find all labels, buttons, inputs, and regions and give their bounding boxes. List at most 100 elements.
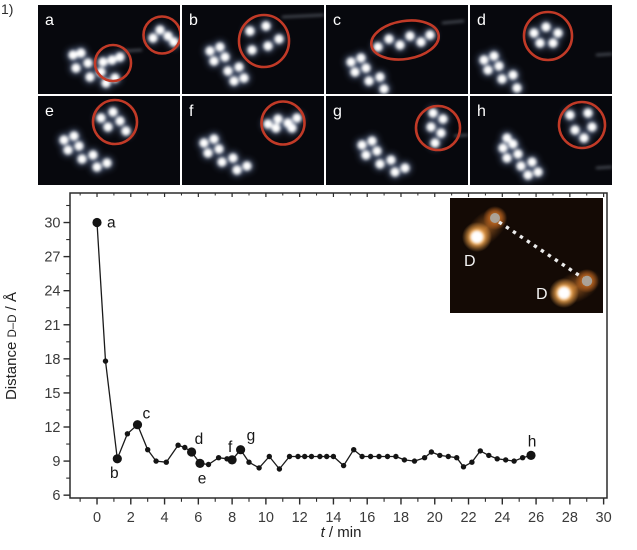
y-axis-label: Distance D–D / Å xyxy=(3,292,20,400)
data-point-c xyxy=(132,420,143,430)
point-label-f: f xyxy=(228,439,233,456)
x-tick-label: 2 xyxy=(127,510,135,526)
distance-chart: 0 2 4 6 8 10 12 14 16 18 20 22 24 26 28 306912151821242… xyxy=(3,192,612,541)
data-point xyxy=(359,453,365,460)
annotation-circle xyxy=(557,100,607,150)
point-label-a: a xyxy=(107,215,116,232)
stm-panel-e: e xyxy=(38,96,180,185)
data-point xyxy=(421,455,428,461)
x-tick-label: 4 xyxy=(161,510,169,526)
data-point xyxy=(205,461,212,468)
x-tick-label: 16 xyxy=(359,510,375,526)
x-tick-label: 18 xyxy=(393,510,409,526)
panel-letter-label: a xyxy=(45,12,54,29)
data-point xyxy=(295,453,301,460)
figure-label: 1) xyxy=(1,1,14,17)
panel-letter-label: b xyxy=(189,12,198,29)
distance-dotted-line xyxy=(498,220,584,280)
data-point xyxy=(486,452,492,459)
data-point xyxy=(302,453,308,460)
y-tick-label: 30 xyxy=(44,216,60,232)
data-point-h xyxy=(526,450,536,460)
data-point-f xyxy=(227,455,237,465)
annotation-circle xyxy=(93,43,133,83)
data-point xyxy=(153,458,159,464)
point-label-b: b xyxy=(110,465,119,482)
stm-panel-d: d xyxy=(470,5,612,94)
data-point xyxy=(308,453,315,460)
molecule-blob-left xyxy=(462,206,508,252)
annotation-circle xyxy=(522,10,574,62)
data-point xyxy=(330,453,337,460)
data-point xyxy=(340,462,347,469)
panel-letter-label: c xyxy=(333,12,341,29)
y-tick-label: 21 xyxy=(44,318,60,334)
inset-label-d-right: D xyxy=(536,286,548,303)
panel-letter-label: g xyxy=(333,103,342,120)
data-point xyxy=(494,456,500,462)
data-point xyxy=(437,452,443,459)
x-tick-label: 8 xyxy=(228,510,236,526)
stm-panel-c: c xyxy=(326,5,468,94)
stm-panel-f: f xyxy=(182,96,324,185)
data-point xyxy=(286,453,293,460)
data-point xyxy=(477,448,483,454)
panel-letter-label: h xyxy=(477,103,486,120)
annotation-circle xyxy=(142,15,180,55)
stm-inset: D D xyxy=(450,198,603,313)
annotation-circle xyxy=(369,19,441,61)
data-point xyxy=(124,431,131,437)
marker-dot-right xyxy=(581,275,593,287)
point-label-e: e xyxy=(198,470,207,487)
y-tick-label: 6 xyxy=(52,488,60,504)
data-point xyxy=(175,442,181,448)
data-point xyxy=(460,464,467,470)
x-tick-label: 6 xyxy=(194,510,202,526)
data-point xyxy=(266,453,272,460)
stm-panel-a: a xyxy=(38,5,180,94)
y-tick-label: 15 xyxy=(44,386,60,402)
data-point-g xyxy=(236,445,246,455)
point-label-c: c xyxy=(143,406,151,423)
annotation-circle xyxy=(237,13,291,69)
annotation-circle xyxy=(91,98,139,146)
data-point xyxy=(256,465,262,471)
data-point xyxy=(519,455,526,461)
x-tick-label: 20 xyxy=(427,510,443,526)
molecule-blob-right xyxy=(549,269,602,308)
x-tick-label: 14 xyxy=(325,510,341,526)
data-point xyxy=(445,453,451,460)
data-point xyxy=(411,458,418,464)
data-point xyxy=(376,453,382,460)
y-tick-label: 27 xyxy=(44,250,60,266)
y-tick-label: 24 xyxy=(44,284,60,300)
data-point xyxy=(246,459,252,465)
annotation-circle xyxy=(414,104,462,152)
y-tick-label: 9 xyxy=(52,454,60,470)
data-point xyxy=(276,466,283,472)
y-tick-label: 18 xyxy=(44,352,60,368)
point-label-h: h xyxy=(528,433,537,450)
data-point xyxy=(182,444,188,451)
data-point xyxy=(367,453,374,460)
stm-panel-grid: a b c d e f g h xyxy=(38,5,612,185)
marker-dot-left xyxy=(490,213,500,223)
data-point xyxy=(324,453,330,460)
x-tick-label: 28 xyxy=(562,510,578,526)
x-tick-label: 22 xyxy=(460,510,476,526)
x-tick-label: 10 xyxy=(258,510,274,526)
stm-inset-image: D D xyxy=(462,206,602,308)
x-tick-label: 26 xyxy=(528,510,544,526)
data-point xyxy=(384,453,391,460)
data-point xyxy=(393,453,399,460)
x-tick-label: 24 xyxy=(494,510,510,526)
y-tick-label: 12 xyxy=(44,420,60,436)
data-point xyxy=(511,458,517,464)
point-label-d: d xyxy=(195,431,204,448)
panel-letter-label: d xyxy=(477,12,486,29)
stm-panel-g: g xyxy=(326,96,468,185)
panel-letter-label: f xyxy=(189,103,194,120)
data-point xyxy=(215,455,222,461)
data-point-b xyxy=(112,454,122,464)
